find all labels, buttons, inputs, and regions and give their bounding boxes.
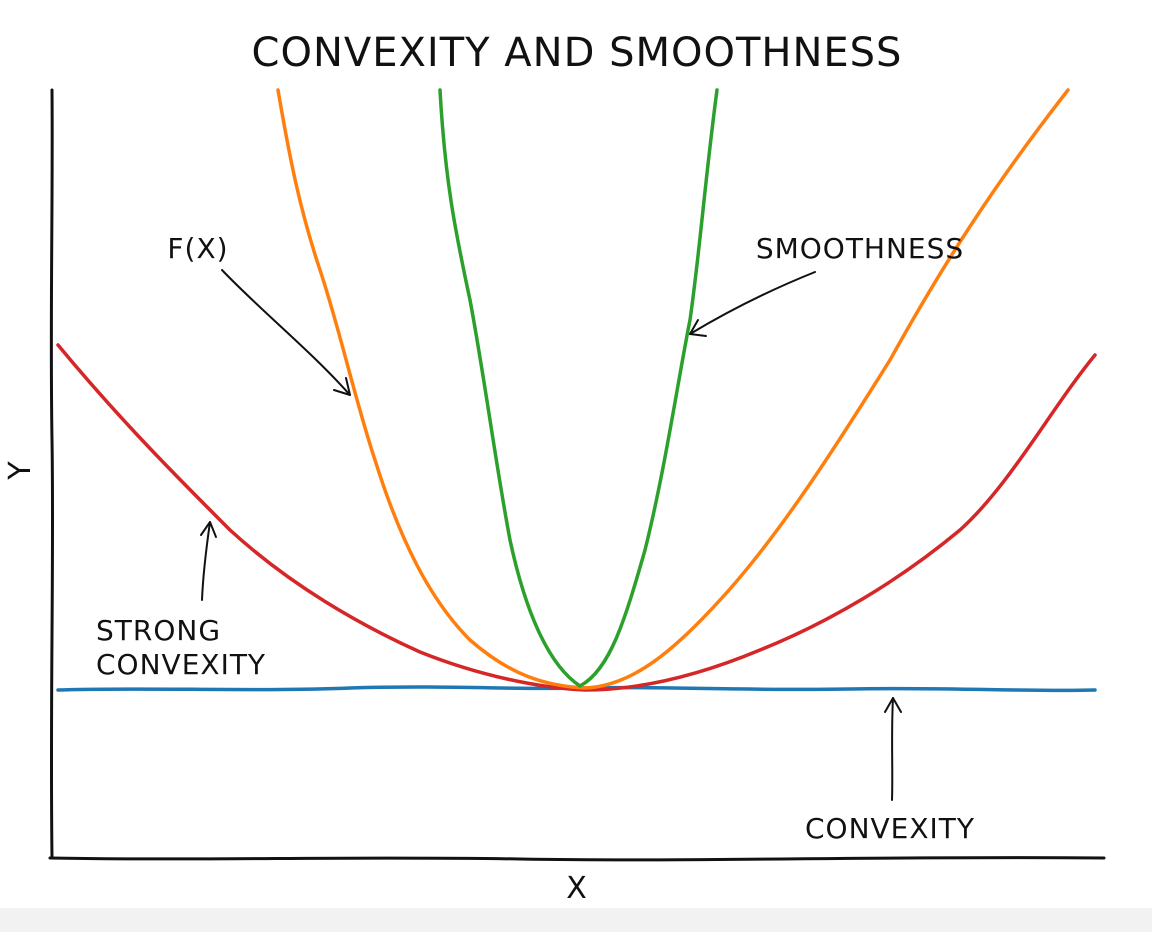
fx-annotation-arrow xyxy=(221,269,351,396)
smoothness-annotation-arrowhead xyxy=(689,319,707,337)
fx-curve xyxy=(276,88,1070,690)
smoothness-annotation-label: SMOOTHNESS xyxy=(756,232,964,265)
convexity-annotation-label: CONVEXITY xyxy=(805,812,975,845)
strong-convexity-curve xyxy=(56,343,1097,692)
fx-annotation-label: F(X) xyxy=(167,232,228,265)
diagram-title: CONVEXITY AND SMOOTHNESS xyxy=(252,30,903,76)
smoothness-curve xyxy=(438,88,719,689)
strong-convexity-annotation-arrowhead xyxy=(200,521,217,538)
x-axis-label: X xyxy=(566,871,588,906)
fx-annotation-arrowhead xyxy=(333,377,351,396)
y-axis xyxy=(49,88,55,860)
strong-convexity-annotation-line2: CONVEXITY xyxy=(96,648,266,681)
smoothness-annotation-arrow xyxy=(689,271,816,335)
footer-strip xyxy=(0,908,1152,932)
strong-convexity-annotation-arrow xyxy=(201,521,211,601)
y-axis-label: Y xyxy=(3,460,38,480)
convexity-annotation-arrow xyxy=(891,697,894,801)
convexity-annotation-arrowhead xyxy=(884,697,902,713)
strong-convexity-annotation-line1: STRONG xyxy=(96,614,221,647)
x-axis xyxy=(48,856,1106,862)
